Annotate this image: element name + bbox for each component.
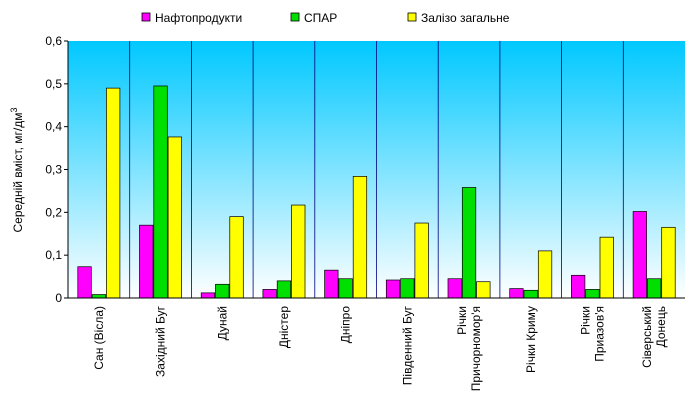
x-tick-label-1: Сан (Вісла) bbox=[92, 306, 106, 370]
bar-1-8 bbox=[509, 288, 524, 299]
bar-2-2 bbox=[153, 85, 168, 299]
y-axis-label: Середній вміст, мг/дм3 bbox=[9, 108, 25, 233]
bar-2-4 bbox=[276, 280, 292, 299]
bar-3-1 bbox=[106, 87, 121, 299]
y-tick-label-2: 0,1 bbox=[45, 248, 62, 262]
bar-3-5 bbox=[352, 176, 368, 299]
bar-1-2 bbox=[139, 224, 154, 299]
bar-2-8 bbox=[523, 289, 538, 299]
bar-1-10 bbox=[632, 211, 647, 299]
x-tick-label-10-line-2: Донець bbox=[654, 306, 668, 347]
y-axis-label-text: Середній вміст, мг/дм bbox=[11, 113, 25, 233]
bar-2-1 bbox=[91, 294, 106, 299]
y-axis-label-superscript: 3 bbox=[9, 108, 19, 113]
bar-1-3 bbox=[200, 292, 216, 299]
legend-label-1: Нафтопродукти bbox=[155, 11, 242, 25]
x-tick-label-2: Західний Буг bbox=[154, 305, 168, 377]
bar-1-4 bbox=[262, 289, 277, 299]
y-tick-label-6: 0,5 bbox=[45, 77, 62, 91]
bar-3-4 bbox=[291, 204, 306, 299]
bar-3-7 bbox=[476, 281, 491, 299]
bar-1-6 bbox=[385, 279, 401, 299]
bar-2-3 bbox=[215, 283, 230, 299]
x-tick-label-9-line-2: Приазов'я bbox=[593, 306, 607, 362]
category-dividers bbox=[129, 41, 624, 298]
bar-1-9 bbox=[571, 274, 586, 299]
bar-3-8 bbox=[537, 250, 553, 299]
bar-2-9 bbox=[585, 289, 600, 299]
x-tick-label-5: Дніпро bbox=[339, 306, 353, 344]
bar-2-10 bbox=[647, 278, 662, 299]
bar-3-2 bbox=[167, 136, 182, 299]
x-tick-label-7-line-1: Річки bbox=[455, 306, 469, 335]
bar-1-7 bbox=[447, 278, 462, 299]
legend: Нафтопродукти СПАР Залізо загальне bbox=[141, 11, 510, 25]
y-tick-label-7: 0,6 bbox=[45, 34, 62, 48]
bar-3-10 bbox=[661, 226, 676, 299]
bars bbox=[77, 85, 676, 299]
bar-2-7 bbox=[461, 187, 477, 299]
y-tick-label-1: 0 bbox=[55, 291, 62, 305]
y-axis: 0 0,1 0,2 0,3 0,4 0,5 0,6 bbox=[45, 34, 685, 305]
x-tick-label-7-line-2: Причорномор'я bbox=[469, 306, 483, 391]
x-tick-label-6: Південний Буг bbox=[400, 305, 414, 385]
x-axis-labels: Сан (Вісла) Західний Буг Дунай Дністер Дніпр… bbox=[92, 305, 668, 391]
bar-2-6 bbox=[400, 278, 415, 299]
x-tick-label-10-line-1: Сіверський bbox=[640, 306, 654, 368]
x-tick-label-4: Дністер bbox=[277, 306, 291, 348]
x-tick-label-8: Річки Криму bbox=[524, 306, 538, 373]
y-tick-label-4: 0,3 bbox=[45, 163, 62, 177]
bar-3-9 bbox=[599, 236, 614, 299]
legend-swatch-1 bbox=[141, 12, 151, 22]
bar-2-5 bbox=[338, 278, 353, 299]
legend-label-3: Залізо загальне bbox=[421, 11, 510, 25]
bar-3-6 bbox=[414, 222, 429, 299]
x-tick-label-3: Дунай bbox=[215, 306, 229, 340]
y-tick-label-5: 0,4 bbox=[45, 120, 62, 134]
x-tick-label-9-line-1: Річки bbox=[579, 306, 593, 335]
bar-1-1 bbox=[77, 266, 92, 299]
bar-1-5 bbox=[324, 269, 339, 299]
y-tick-label-3: 0,2 bbox=[45, 205, 62, 219]
legend-swatch-2 bbox=[290, 12, 300, 22]
legend-swatch-3 bbox=[407, 12, 417, 22]
bar-3-3 bbox=[229, 216, 244, 299]
legend-label-2: СПАР bbox=[304, 11, 337, 25]
